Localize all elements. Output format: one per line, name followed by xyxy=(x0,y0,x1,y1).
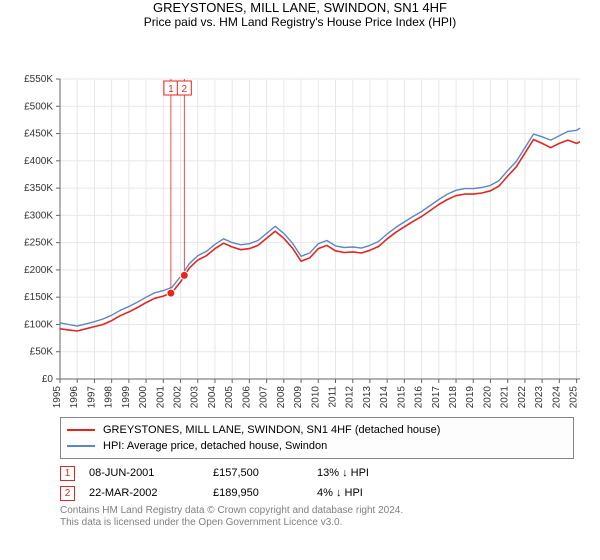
svg-text:1: 1 xyxy=(168,84,174,95)
svg-text:2016: 2016 xyxy=(414,386,425,409)
svg-text:2001: 2001 xyxy=(155,386,166,409)
svg-text:2018: 2018 xyxy=(448,386,459,409)
svg-text:1998: 1998 xyxy=(104,386,115,409)
svg-text:1997: 1997 xyxy=(86,386,97,409)
svg-text:2008: 2008 xyxy=(276,386,287,409)
footnote-line1: Contains HM Land Registry data © Crown c… xyxy=(60,505,574,517)
svg-text:2005: 2005 xyxy=(224,386,235,409)
sale-hpi: 13% ↓ HPI xyxy=(317,467,407,479)
sale-marker-box: 2 xyxy=(60,486,75,501)
legend-item: HPI: Average price, detached house, Swin… xyxy=(67,438,567,454)
price-chart: £0 £50K £100K £150K £200K £250K £300K £350K £400… xyxy=(0,33,600,413)
svg-text:£550K: £550K xyxy=(24,74,53,85)
svg-text:2006: 2006 xyxy=(241,386,252,409)
svg-text:2000: 2000 xyxy=(138,386,149,409)
svg-text:2014: 2014 xyxy=(379,386,390,409)
svg-text:£100K: £100K xyxy=(24,319,53,330)
sale-marker-box: 1 xyxy=(60,466,75,481)
svg-text:2007: 2007 xyxy=(259,386,270,409)
svg-text:2019: 2019 xyxy=(465,386,476,409)
svg-text:2003: 2003 xyxy=(190,386,201,409)
svg-text:1995: 1995 xyxy=(52,386,63,409)
sale-row: 1 08-JUN-2001 £157,500 13% ↓ HPI xyxy=(60,463,574,483)
svg-text:2021: 2021 xyxy=(500,386,511,409)
svg-text:£150K: £150K xyxy=(24,292,53,303)
footnote-line2: This data is licensed under the Open Gov… xyxy=(60,517,574,529)
svg-text:1996: 1996 xyxy=(69,386,80,409)
svg-text:2009: 2009 xyxy=(293,386,304,409)
legend-label: HPI: Average price, detached house, Swin… xyxy=(103,440,327,452)
svg-text:£400K: £400K xyxy=(24,156,53,167)
svg-text:£350K: £350K xyxy=(24,183,53,194)
sale-dot-1 xyxy=(167,289,175,297)
page-subtitle: Price paid vs. HM Land Registry's House … xyxy=(0,15,600,29)
svg-text:2023: 2023 xyxy=(534,386,545,409)
legend: GREYSTONES, MILL LANE, SWINDON, SN1 4HF … xyxy=(60,417,574,459)
legend-item: GREYSTONES, MILL LANE, SWINDON, SN1 4HF … xyxy=(67,422,567,438)
svg-text:2020: 2020 xyxy=(482,386,493,409)
sale-row: 2 22-MAR-2002 £189,950 4% ↓ HPI xyxy=(60,483,574,503)
sale-price: £189,950 xyxy=(213,487,303,499)
svg-text:2002: 2002 xyxy=(173,386,184,409)
svg-text:£50K: £50K xyxy=(30,347,54,358)
svg-text:£300K: £300K xyxy=(24,210,53,221)
svg-text:2024: 2024 xyxy=(551,386,562,409)
sale-price: £157,500 xyxy=(213,467,303,479)
svg-text:2017: 2017 xyxy=(431,386,442,409)
svg-text:2011: 2011 xyxy=(327,386,338,408)
svg-text:1999: 1999 xyxy=(121,386,132,409)
sales-table: 1 08-JUN-2001 £157,500 13% ↓ HPI 2 22-MAR-200… xyxy=(60,463,574,503)
footnote: Contains HM Land Registry data © Crown c… xyxy=(60,505,574,528)
svg-text:2004: 2004 xyxy=(207,386,218,409)
sale-date: 08-JUN-2001 xyxy=(89,467,199,479)
svg-text:£250K: £250K xyxy=(24,238,53,249)
svg-text:2022: 2022 xyxy=(517,386,528,409)
sale-date: 22-MAR-2002 xyxy=(89,487,199,499)
svg-text:£500K: £500K xyxy=(24,101,53,112)
svg-text:2: 2 xyxy=(182,84,188,95)
svg-text:£0: £0 xyxy=(42,374,54,385)
svg-text:£200K: £200K xyxy=(24,265,53,276)
svg-text:2013: 2013 xyxy=(362,386,373,409)
page-title: GREYSTONES, MILL LANE, SWINDON, SN1 4HF xyxy=(0,0,600,15)
svg-text:£450K: £450K xyxy=(24,129,53,140)
sale-dot-2 xyxy=(180,271,188,279)
sale-hpi: 4% ↓ HPI xyxy=(317,487,407,499)
svg-text:2015: 2015 xyxy=(396,386,407,409)
legend-swatch xyxy=(67,429,95,431)
legend-swatch xyxy=(67,445,95,447)
svg-text:2012: 2012 xyxy=(345,386,356,409)
svg-text:2025: 2025 xyxy=(569,386,580,409)
legend-label: GREYSTONES, MILL LANE, SWINDON, SN1 4HF … xyxy=(103,424,440,436)
svg-text:2010: 2010 xyxy=(310,386,321,409)
